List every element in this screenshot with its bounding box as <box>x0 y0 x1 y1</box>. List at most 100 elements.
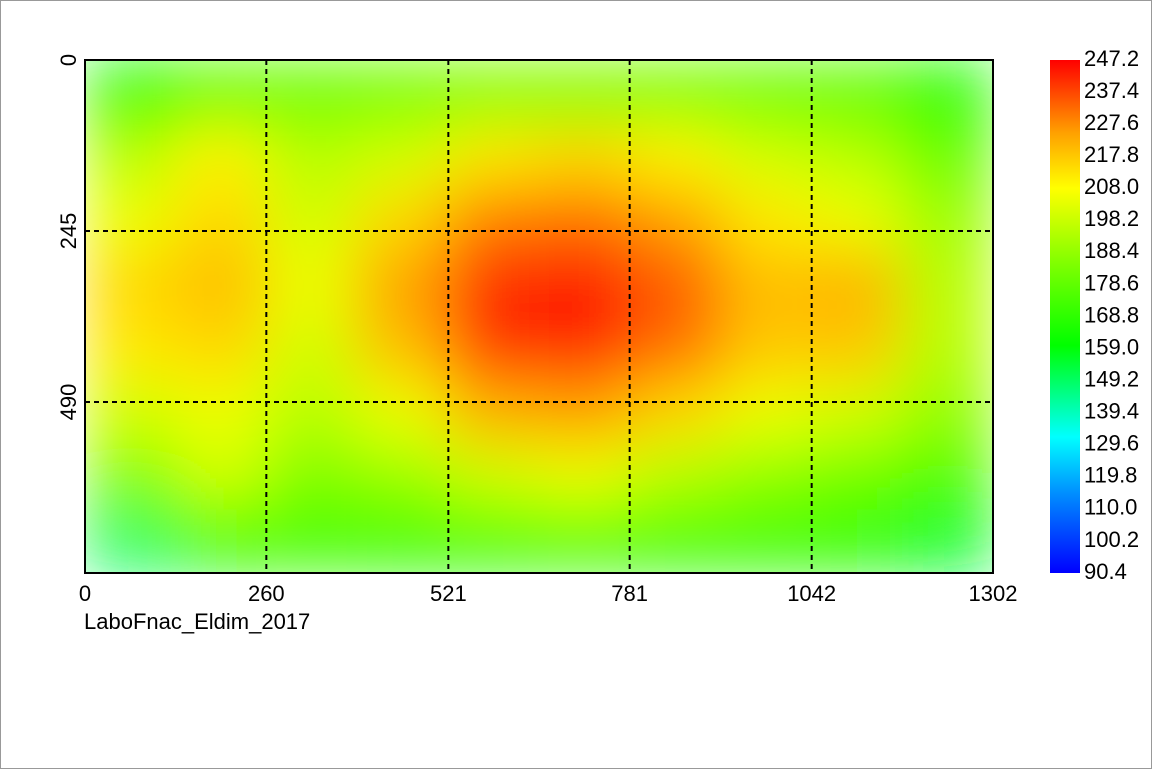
heat-cell <box>266 123 358 189</box>
heat-cell <box>356 444 449 510</box>
heat-cell <box>356 123 449 189</box>
heat-cell <box>629 508 722 573</box>
heat-cell <box>447 316 540 382</box>
heat-cell <box>447 251 540 317</box>
heat-cell <box>538 508 631 573</box>
heat-cell <box>447 380 540 446</box>
heat-cell <box>538 187 631 253</box>
heat-cell <box>629 123 722 189</box>
heat-cell <box>447 187 540 253</box>
heat-cell <box>720 380 812 446</box>
heat-cell <box>85 508 177 573</box>
y-tick-label: 490 <box>56 384 81 421</box>
colorbar-label: 110.0 <box>1084 495 1137 520</box>
colorbar-label: 247.2 <box>1084 46 1139 71</box>
heat-cell <box>266 60 358 125</box>
heat-cell <box>810 508 903 573</box>
heat-cell <box>810 444 903 510</box>
heat-cell <box>538 444 631 510</box>
heat-cell <box>629 316 722 382</box>
colorbar-label: 188.4 <box>1084 238 1139 263</box>
colorbar-label: 168.8 <box>1084 302 1139 327</box>
heat-cell <box>85 380 177 446</box>
heat-cell <box>85 444 177 510</box>
heat-cell <box>720 508 812 573</box>
colorbar-label: 100.2 <box>1084 527 1139 552</box>
heat-cell <box>266 251 358 317</box>
heat-cell <box>175 251 268 317</box>
heat-cell <box>720 444 812 510</box>
colorbar-label: 90.4 <box>1084 559 1127 584</box>
heat-cell <box>266 316 358 382</box>
x-tick-label: 781 <box>611 581 648 606</box>
heat-cell <box>356 508 449 573</box>
heat-cell <box>901 316 993 382</box>
heat-cell <box>538 123 631 189</box>
heat-cell <box>901 123 993 189</box>
heat-cell <box>85 60 177 125</box>
heat-cell <box>356 380 449 446</box>
x-tick-label: 0 <box>79 581 91 606</box>
colorbar-label: 217.8 <box>1084 142 1139 167</box>
heat-cell <box>629 60 722 125</box>
heat-cell <box>629 444 722 510</box>
heat-cell <box>175 316 268 382</box>
heat-cell <box>538 316 631 382</box>
heat-cell <box>175 123 268 189</box>
colorbar-label: 198.2 <box>1084 206 1139 231</box>
heat-cell <box>266 444 358 510</box>
heat-cell <box>629 251 722 317</box>
y-tick-label: 0 <box>56 54 81 66</box>
colorbar-label: 178.6 <box>1084 270 1139 295</box>
heat-cell <box>447 60 540 125</box>
heat-cell <box>810 251 903 317</box>
y-tick-label: 245 <box>56 213 81 250</box>
heat-cell <box>175 380 268 446</box>
colorbar-label: 227.6 <box>1084 110 1139 135</box>
x-tick-label: 1042 <box>787 581 836 606</box>
heat-cell <box>901 60 993 125</box>
heat-cell <box>266 187 358 253</box>
heat-cell <box>810 187 903 253</box>
colorbar <box>1050 60 1080 573</box>
heat-cell <box>85 187 177 253</box>
colorbar-label: 119.8 <box>1084 463 1137 488</box>
heat-cell <box>447 444 540 510</box>
heat-cell <box>720 123 812 189</box>
heat-cell <box>266 508 358 573</box>
heat-cell <box>85 251 177 317</box>
heat-cell <box>901 251 993 317</box>
heat-cell <box>901 380 993 446</box>
heat-cell <box>266 380 358 446</box>
heat-cell <box>810 316 903 382</box>
heat-cell <box>356 251 449 317</box>
colorbar-label: 237.4 <box>1084 78 1139 103</box>
heat-cell <box>720 60 812 125</box>
heat-cell <box>629 187 722 253</box>
heat-cell <box>810 380 903 446</box>
heat-cell <box>175 444 268 510</box>
heat-cell <box>356 60 449 125</box>
heat-cell <box>538 251 631 317</box>
colorbar-label: 159.0 <box>1084 334 1139 359</box>
colorbar-label: 208.0 <box>1084 174 1139 199</box>
heat-cell <box>85 123 177 189</box>
heat-cell <box>175 60 268 125</box>
heat-cell <box>447 508 540 573</box>
caption: LaboFnac_Eldim_2017 <box>84 609 310 634</box>
heat-cell <box>810 123 903 189</box>
heat-cell <box>810 60 903 125</box>
x-tick-label: 260 <box>248 581 285 606</box>
x-tick-label: 521 <box>430 581 467 606</box>
colorbar-label: 129.6 <box>1084 431 1139 456</box>
heat-cell <box>901 187 993 253</box>
heat-cell <box>447 123 540 189</box>
heat-cell <box>901 508 993 573</box>
colorbar-label: 139.4 <box>1084 399 1139 424</box>
heat-cell <box>356 187 449 253</box>
heat-cell <box>175 187 268 253</box>
heat-cell <box>720 187 812 253</box>
heatmap <box>85 60 993 573</box>
heat-cell <box>356 316 449 382</box>
